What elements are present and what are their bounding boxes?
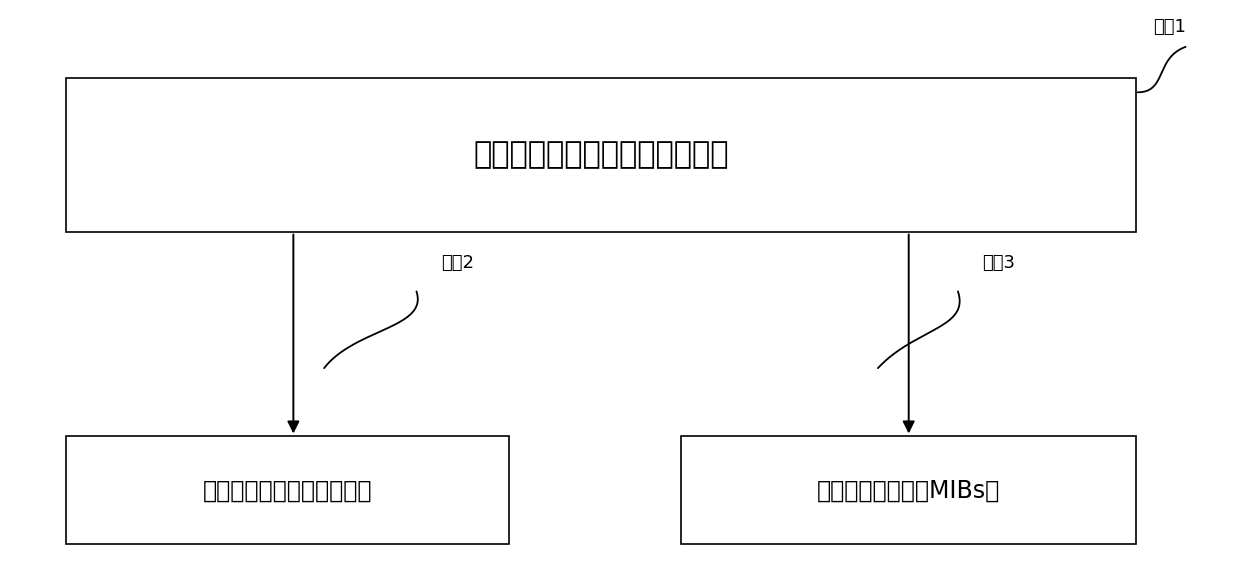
- Bar: [681, 436, 1136, 545]
- Text: 步骤2: 步骤2: [441, 254, 475, 272]
- Text: 步骤3: 步骤3: [983, 254, 1016, 272]
- Text: 解析页面配置文件得到解析数据: 解析页面配置文件得到解析数据: [473, 140, 729, 170]
- Text: 步骤1: 步骤1: [1152, 18, 1186, 36]
- Bar: [66, 436, 509, 545]
- Text: 根据解析数据生成MIBs表: 根据解析数据生成MIBs表: [817, 478, 1000, 503]
- Bar: [66, 78, 1136, 231]
- Text: 根据解析数据生成显示页面: 根据解析数据生成显示页面: [202, 478, 372, 503]
